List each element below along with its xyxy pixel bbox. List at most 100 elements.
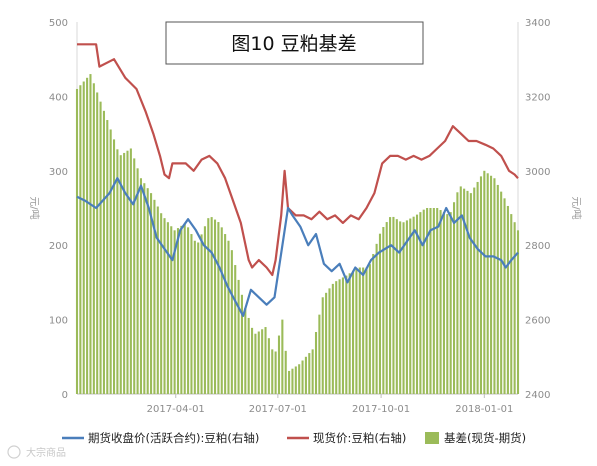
basis-bar-74 [325,292,328,394]
basis-bar-62 [284,350,287,394]
basis-bar-125 [496,184,499,394]
basis-bar-13 [119,155,122,394]
basis-bar-60 [277,335,281,394]
basis-bar-119 [476,181,479,394]
basis-bar-101 [415,214,419,394]
basis-bar-81 [348,273,351,394]
basis-bar-87 [368,264,371,394]
basis-bar-84 [358,267,361,394]
basis-bar-131 [516,230,520,394]
basis-bar-22 [150,193,153,394]
legend: 期货收盘价(活跃合约):豆粕(右轴) 现货价:豆粕(右轴) 基差(现货-期货) [62,431,526,445]
basis-bar-97 [402,222,405,394]
basis-bar-8 [102,110,105,394]
basis-bar-59 [274,351,277,394]
basis-bar-19 [139,178,143,394]
basis-bar-61 [281,319,284,394]
basis-bar-11 [112,139,116,394]
basis-bar-115 [463,188,466,394]
basis-bar-102 [419,212,422,394]
basis-bar-55 [261,329,264,394]
legend-label-basis: 基差(现货-期货) [444,431,526,445]
basis-bar-53 [254,333,257,394]
basis-bar-24 [156,206,159,394]
x-tick-2018-01-01: 2018-01-01 [455,404,513,415]
basis-bar-26 [163,218,166,394]
y-left-tick-400: 400 [49,92,68,103]
basis-bar-38 [203,226,206,394]
basis-bar-30 [176,228,180,394]
price-lines [76,43,519,317]
basis-bar-104 [426,208,429,394]
basis-bar-14 [123,152,126,394]
basis-bar-123 [490,175,493,394]
basis-bar-33 [187,227,190,394]
basis-bar-78 [338,279,341,394]
basis-bar-23 [153,199,156,394]
basis-bar-20 [143,183,146,394]
y-right-axis-title: 元/吨 [570,196,583,219]
basis-bar-68 [304,356,307,394]
basis-bar-66 [298,364,301,394]
basis-bar-65 [294,366,297,394]
basis-bar-82 [352,270,355,394]
basis-bar-124 [493,178,496,394]
basis-bar-41 [213,219,217,394]
basis-bar-51 [247,317,250,394]
basis-bar-34 [190,234,193,394]
basis-bar-122 [486,173,489,394]
legend-swatch-basis [425,432,439,444]
basis-bar-54 [257,331,260,394]
futures-price-line [76,177,519,317]
basis-bar-32 [183,223,186,394]
basis-bar-6 [96,92,99,395]
basis-bar-83 [355,268,358,394]
y-left-tick-0: 0 [62,390,68,401]
basis-bar-113 [456,192,459,394]
basis-bar-45 [227,240,230,394]
basis-bar-129 [510,214,513,394]
basis-bar-25 [160,213,163,394]
basis-bar-40 [210,217,213,394]
basis-bar-121 [483,170,486,394]
legend-label-spot: 现货价:豆粕(右轴) [313,431,406,445]
y-right-tick-3000: 3000 [525,167,550,178]
basis-bar-130 [513,222,516,394]
basis-bar-57 [267,338,270,394]
basis-bar-37 [200,234,203,394]
basis-bar-111 [449,212,452,394]
basis-bar-98 [405,220,408,394]
basis-bar-35 [193,240,196,394]
legend-label-futures: 期货收盘价(活跃合约):豆粕(右轴) [88,431,259,445]
basis-bar-43 [220,227,223,394]
basis-bar-126 [500,191,503,394]
y-right-tick-3200: 3200 [525,92,550,103]
spot-price-line [77,43,519,277]
basis-bar-42 [217,222,220,394]
basis-bar-88 [372,253,375,394]
y-right-tick-2600: 2600 [525,316,550,327]
basis-bar-4 [89,74,92,394]
basis-bar-15 [126,150,129,394]
basis-bar-46 [230,250,233,394]
x-tick-2017-07-01: 2017-07-01 [249,404,307,415]
basis-bar-118 [473,187,476,394]
basis-bar-44 [224,234,227,394]
y-left-axis-title: 元/吨 [28,196,41,219]
basis-bar-49 [240,294,243,394]
basis-bar-58 [271,349,274,394]
basis-bar-105 [429,208,432,394]
basis-bar-75 [328,288,331,394]
basis-bar-27 [166,222,169,394]
x-tick-2017-04-01: 2017-04-01 [147,404,205,415]
basis-bar-94 [392,216,395,394]
title-box [165,21,424,65]
basis-bar-28 [170,226,173,394]
basis-bar-110 [446,214,449,394]
basis-bar-50 [244,308,247,394]
basis-bar-92 [385,222,388,394]
watermark: 大宗商品 [7,445,66,459]
y-left-tick-300: 300 [49,167,68,178]
basis-bar-93 [389,217,392,394]
